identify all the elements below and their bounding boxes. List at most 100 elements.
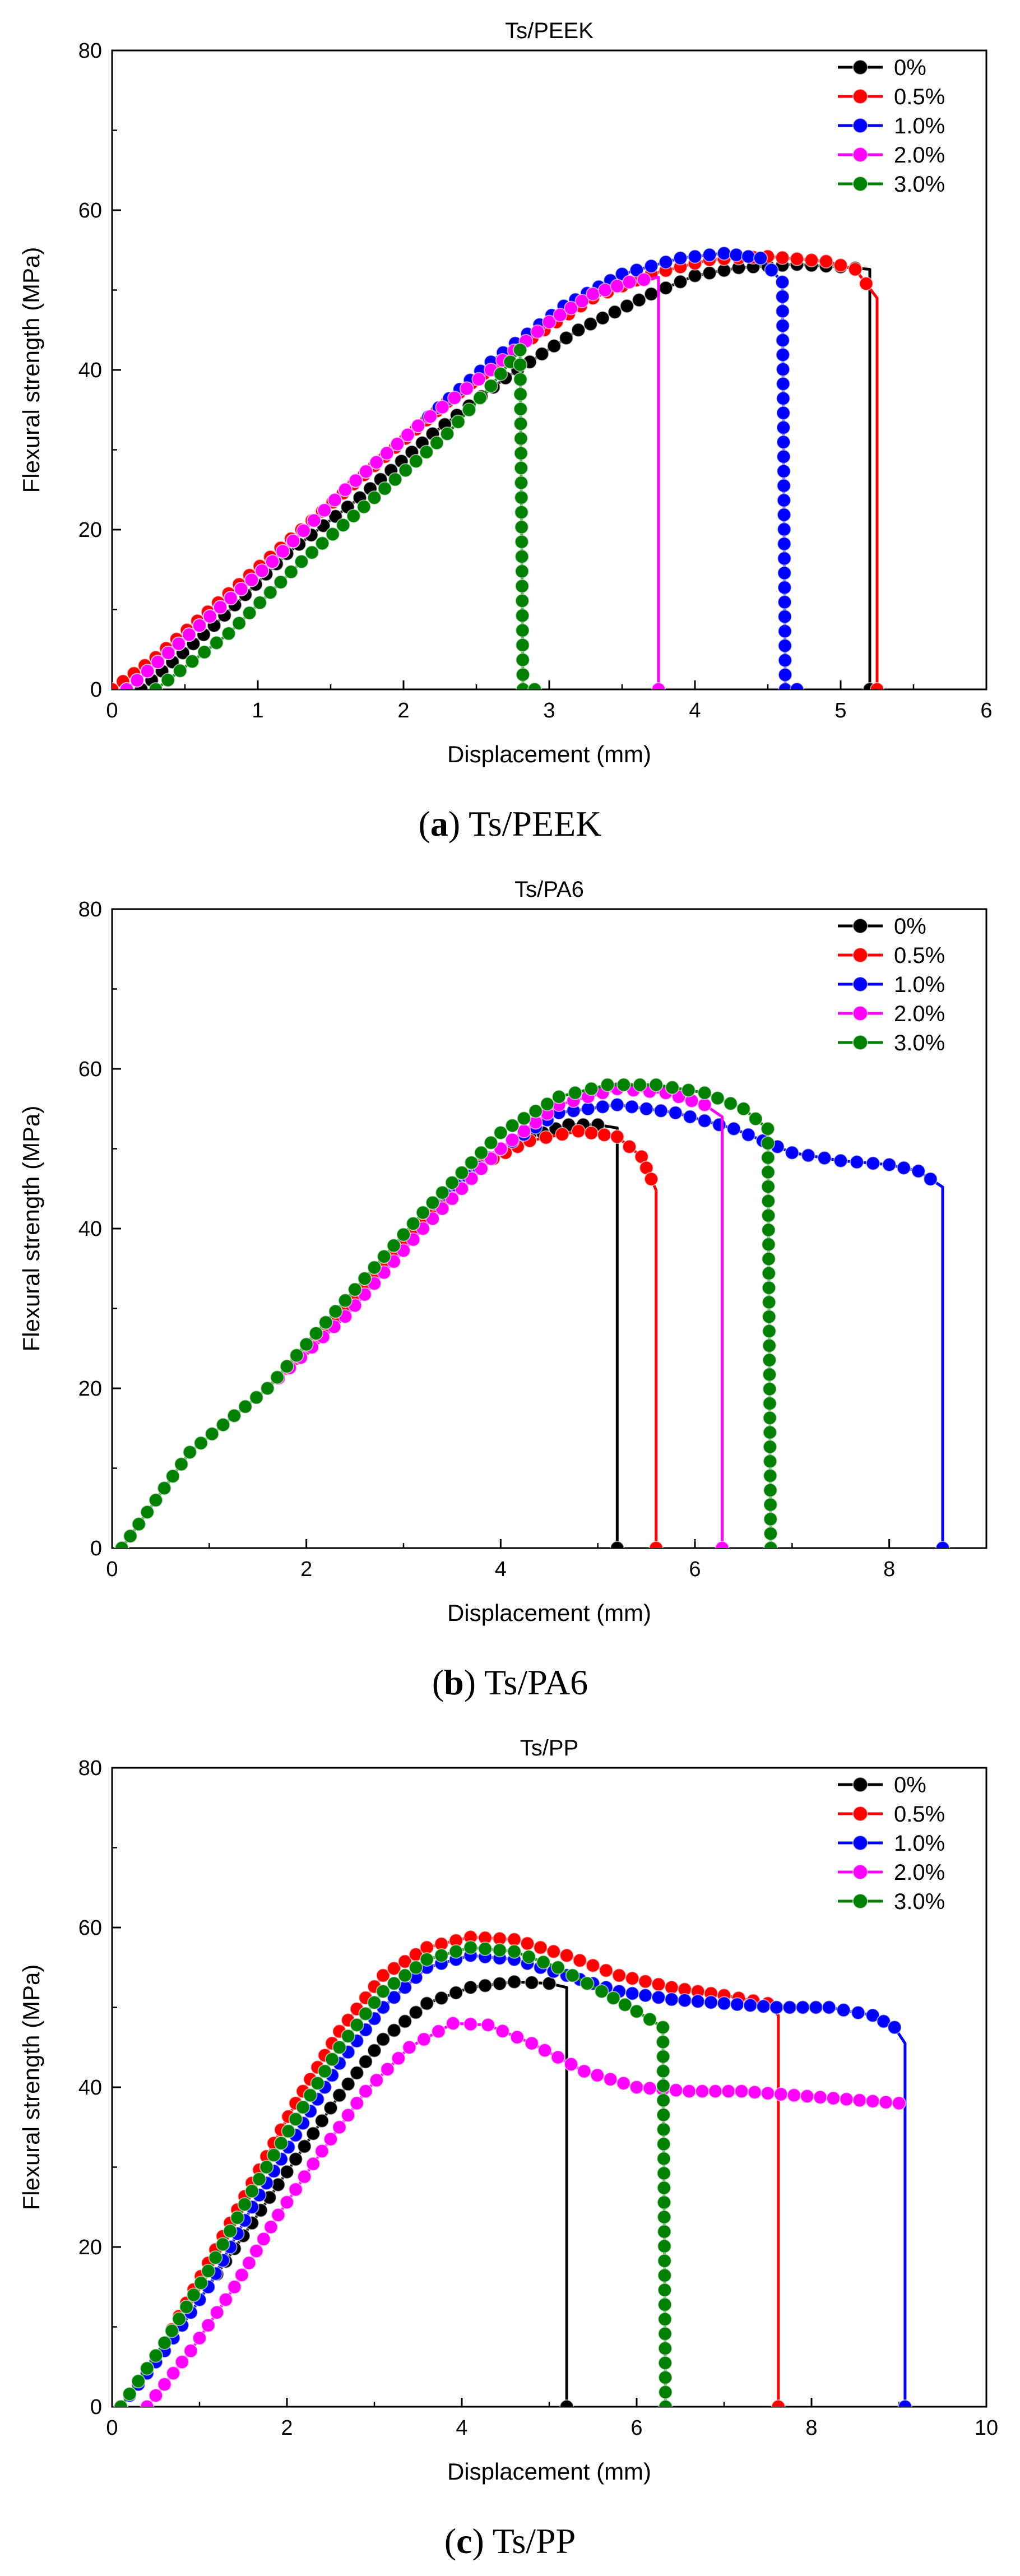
data-point — [164, 2323, 179, 2338]
data-point — [367, 2043, 382, 2058]
data-point — [608, 304, 622, 319]
data-point — [559, 2399, 574, 2407]
data-point — [777, 507, 791, 522]
y-tick-label: 80 — [78, 39, 102, 63]
series-markers-2 — [114, 1097, 950, 1548]
data-point — [484, 1135, 498, 1150]
data-point — [157, 2377, 172, 2392]
data-point — [328, 1304, 343, 1319]
data-point — [681, 1083, 696, 1097]
y-tick-label: 60 — [78, 1058, 102, 1081]
data-point — [595, 1099, 610, 1114]
data-point — [165, 1468, 180, 1484]
y-axis-label: Flexural strength (MPa) — [18, 247, 44, 493]
y-tick-label: 0 — [90, 678, 102, 702]
x-tick-label: 8 — [805, 2416, 817, 2440]
data-point — [263, 585, 278, 600]
data-point — [597, 1127, 612, 1142]
legend-entry: 0% — [894, 55, 926, 80]
data-point — [448, 1944, 463, 1959]
data-point — [387, 2023, 402, 2038]
data-point — [192, 618, 207, 633]
data-point — [314, 2144, 330, 2158]
data-point — [775, 304, 790, 319]
data-point — [717, 246, 731, 261]
data-point — [514, 549, 530, 564]
legend-marker — [852, 976, 868, 992]
data-point — [216, 1417, 231, 1433]
legend-entry: 2.0% — [894, 1002, 945, 1026]
data-point — [539, 1130, 554, 1145]
data-point — [763, 1482, 778, 1498]
data-point — [892, 2096, 906, 2111]
data-point — [400, 428, 415, 442]
data-point — [231, 615, 247, 631]
data-point — [185, 654, 200, 669]
data-point — [182, 627, 197, 642]
data-point — [584, 1125, 599, 1141]
data-point — [773, 2087, 789, 2102]
data-point — [524, 1975, 539, 1990]
chart-ts-pp: 0 2 4 6 8 10 0 20 40 60 80 0% 0.5% 1.0% 2.0% 3.0% Ts/PP… — [18, 1736, 998, 2485]
data-point — [513, 401, 528, 416]
data-point — [463, 1940, 478, 1955]
data-point — [762, 1396, 777, 1411]
data-point — [697, 1085, 712, 1100]
data-point — [423, 409, 438, 424]
data-point — [149, 1493, 163, 1508]
data-point — [434, 1948, 449, 1963]
x-tick-label: 5 — [834, 699, 846, 722]
data-point — [396, 1227, 411, 1242]
data-point — [288, 2112, 303, 2126]
series-line-0 — [120, 1123, 619, 1548]
data-point — [690, 1994, 706, 2009]
data-point — [411, 418, 425, 433]
data-point — [218, 2292, 233, 2307]
data-point — [171, 2311, 187, 2327]
data-point — [656, 2093, 671, 2108]
data-point — [632, 1077, 647, 1092]
data-point — [688, 249, 702, 264]
caption-letter: c — [456, 2521, 472, 2561]
data-point — [776, 493, 791, 508]
data-point — [280, 2165, 294, 2179]
data-point — [230, 2210, 245, 2225]
x-tick-label: 6 — [980, 699, 992, 722]
data-point — [324, 2052, 340, 2067]
data-point — [346, 508, 361, 523]
data-point — [762, 1280, 776, 1295]
data-point — [419, 1996, 434, 2011]
data-point — [577, 2064, 592, 2079]
data-point — [375, 2032, 391, 2047]
data-point — [379, 446, 395, 461]
data-point — [402, 2040, 417, 2055]
data-point — [242, 2255, 257, 2271]
panel-caption: (b) Ts/PA6 — [432, 1662, 588, 1702]
data-point — [455, 1165, 469, 1180]
data-point — [179, 2299, 194, 2314]
data-point — [338, 482, 353, 497]
data-point — [610, 1541, 625, 1548]
y-tick-label: 40 — [78, 2076, 102, 2100]
data-point — [542, 1976, 557, 1991]
y-tick-label: 20 — [78, 1377, 102, 1401]
data-point — [521, 1949, 536, 1965]
data-point — [387, 1961, 402, 1976]
x-tick-label: 0 — [106, 1558, 118, 1581]
data-point — [629, 2080, 644, 2095]
data-point — [182, 1445, 197, 1460]
data-point — [852, 2093, 867, 2108]
data-point — [730, 1997, 745, 2012]
data-point — [429, 435, 444, 451]
data-point — [741, 1127, 756, 1142]
data-point — [197, 645, 212, 660]
data-point — [769, 2000, 784, 2015]
data-point — [896, 1160, 911, 1175]
data-point — [677, 1993, 692, 2008]
data-point — [459, 381, 474, 396]
data-point — [761, 1237, 776, 1252]
data-point — [358, 2006, 373, 2021]
data-point — [753, 251, 768, 266]
data-point — [273, 574, 288, 590]
data-point — [776, 464, 791, 479]
